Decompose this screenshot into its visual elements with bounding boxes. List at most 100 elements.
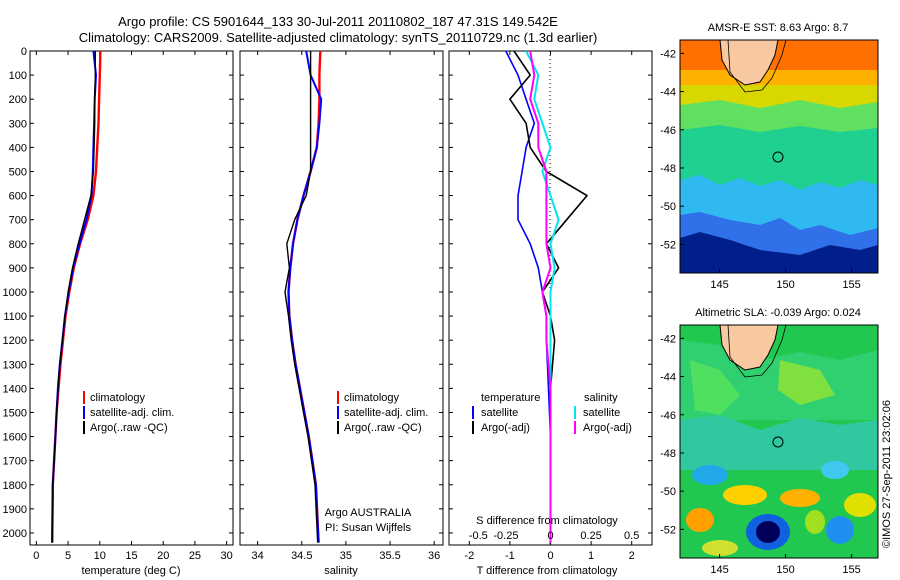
legend-label-satellite: satellite-adj. clim. <box>90 407 174 419</box>
temperature-x-tick-label: 0 <box>33 550 39 562</box>
map-y-tick-label: -50 <box>660 486 676 498</box>
temperature-x-tick-label: 30 <box>221 550 233 562</box>
argo-position-marker <box>772 436 784 448</box>
depth-tick-label: 1100 <box>3 311 27 323</box>
argo-position-marker <box>772 151 784 163</box>
legend-label-t-satellite: satellite <box>481 407 518 419</box>
credit-program: Argo AUSTRALIA <box>325 507 412 519</box>
temperature-diff-axis-label: T difference from climatology <box>477 565 618 577</box>
map-x-tick-label: 155 <box>842 279 860 291</box>
legend-label-s-argo: Argo(-adj) <box>583 422 632 434</box>
figure-subtitle: Climatology: CARS2009. Satellite-adjuste… <box>79 30 598 45</box>
depth-tick-label: 600 <box>9 191 27 203</box>
depth-axis-labels: 0 100 200 300 400 500 600 700 800 900 1000 1100 1200… <box>3 46 27 540</box>
difference-panel: -2 -1 0 1 2 S difference from climatology -0… <box>448 50 653 577</box>
salinity-x-tick-label: 36 <box>428 550 440 562</box>
depth-tick-label: 1000 <box>3 287 27 299</box>
legend-label-argo: Argo(..raw -QC) <box>344 422 422 434</box>
salinity-x-tick-label: 35.5 <box>379 550 400 562</box>
depth-tick-label: 1600 <box>3 432 27 444</box>
salinity-diff-tick-label: -0.5 <box>469 530 488 542</box>
depth-tick-label: 200 <box>9 94 27 106</box>
imos-credit: ©IMOS 27-Sep-2011 23:02:06 <box>881 400 893 548</box>
map-x-tick-label: 145 <box>710 564 728 576</box>
salinity-plot-frame <box>239 50 444 546</box>
difference-lines <box>505 51 588 543</box>
temperature-axis-label: temperature (deg C) <box>81 565 180 577</box>
depth-tick-label: 300 <box>9 118 27 130</box>
depth-tick-label: 700 <box>9 215 27 227</box>
salinity-diff-tick-label: 0.25 <box>580 530 601 542</box>
sla-map-title: Altimetric SLA: -0.039 Argo: 0.024 <box>695 307 861 319</box>
sst-map-image <box>680 40 878 273</box>
temperature-series-line <box>51 51 97 543</box>
map-x-tick-label: 150 <box>776 279 794 291</box>
map-y-tick-label: -52 <box>660 239 676 251</box>
difference-x-tick-label: 2 <box>629 550 635 562</box>
map-y-tick-label: -44 <box>660 372 676 384</box>
depth-tick-label: 1200 <box>3 335 27 347</box>
depth-tick-label: 1700 <box>3 456 27 468</box>
legend-label-satellite: satellite-adj. clim. <box>344 407 428 419</box>
map-y-tick-label: -48 <box>660 448 676 460</box>
depth-tick-label: 0 <box>21 46 27 58</box>
depth-tick-label: 1900 <box>3 504 27 516</box>
sla-map: Altimetric SLA: -0.039 Argo: 0.024 145 15… <box>660 307 879 576</box>
temperature-lines <box>51 51 102 543</box>
temperature-plot-frame <box>29 50 234 546</box>
depth-tick-label: 1300 <box>3 359 27 371</box>
salinity-diff-ticks: -0.5 -0.25 0 0.25 0.5 <box>469 530 640 542</box>
difference-x-tick-label: -1 <box>505 550 515 562</box>
temperature-x-tick-label: 20 <box>157 550 169 562</box>
salinity-diff-tick-label: 0 <box>547 530 553 542</box>
temperature-legend: climatology satellite-adj. clim. Argo(..… <box>83 391 174 434</box>
salinity-diff-tick-label: 0.5 <box>624 530 639 542</box>
temperature-x-tick-label: 5 <box>65 550 71 562</box>
depth-tick-label: 2000 <box>3 528 27 540</box>
salinity-diff-tick-label: -0.25 <box>493 530 518 542</box>
depth-tick-label: 900 <box>9 263 27 275</box>
sst-map-ticks: 145 150 155 -42 -44 -46 -48 -50 -52 <box>660 48 861 291</box>
sla-map-image <box>680 325 878 558</box>
map-x-tick-label: 145 <box>710 279 728 291</box>
map-x-tick-label: 150 <box>776 564 794 576</box>
temperature-x-tick-label: 25 <box>189 550 201 562</box>
salinity-ticks: 34 34.5 35 35.5 36 <box>240 50 443 562</box>
temperature-x-tick-label: 10 <box>94 550 106 562</box>
legend-heading-salinity: salinity <box>584 392 618 404</box>
salinity-panel: 34 34.5 35 35.5 36 salinity climatology sate… <box>239 50 444 577</box>
depth-tick-label: 1400 <box>3 383 27 395</box>
difference-ticks: -2 -1 0 1 2 <box>449 50 652 562</box>
depth-tick-label: 100 <box>9 70 27 82</box>
salinity-x-tick-label: 35 <box>340 550 352 562</box>
salinity-legend: climatology satellite-adj. clim. Argo(..… <box>337 391 428 434</box>
sla-map-frame <box>679 324 879 559</box>
legend-label-s-satellite: satellite <box>583 407 620 419</box>
depth-tick-label: 500 <box>9 166 27 178</box>
sla-map-ticks: 145 150 155 -42 -44 -46 -48 -50 -52 <box>660 333 861 576</box>
temperature-x-tick-label: 15 <box>125 550 137 562</box>
legend-heading-temperature: temperature <box>481 392 540 404</box>
salinity-series-line <box>287 51 323 543</box>
salinity-x-tick-label: 34.5 <box>291 550 312 562</box>
sst-map-frame <box>679 39 879 274</box>
legend-label-climatology: climatology <box>90 392 146 404</box>
figure-title: Argo profile: CS 5901644_133 30-Jul-2011… <box>118 14 558 29</box>
depth-tick-label: 1500 <box>3 407 27 419</box>
salinity-series-line <box>284 51 319 543</box>
sst-map: AMSR-E SST: 8.63 Argo: 8.7 145 150 155 -42 -… <box>660 22 879 291</box>
depth-tick-label: 800 <box>9 239 27 251</box>
map-y-tick-label: -46 <box>660 410 676 422</box>
difference-series-line <box>529 51 552 543</box>
map-y-tick-label: -46 <box>660 125 676 137</box>
difference-x-tick-label: -2 <box>464 550 474 562</box>
map-y-tick-label: -48 <box>660 163 676 175</box>
map-y-tick-label: -52 <box>660 524 676 536</box>
map-y-tick-label: -50 <box>660 201 676 213</box>
difference-x-tick-label: 1 <box>588 550 594 562</box>
temperature-ticks: 0 5 10 15 20 25 30 <box>30 50 233 562</box>
sst-map-title: AMSR-E SST: 8.63 Argo: 8.7 <box>708 22 849 34</box>
credit-pi: PI: Susan Wijffels <box>325 522 411 534</box>
difference-x-tick-label: 0 <box>547 550 553 562</box>
